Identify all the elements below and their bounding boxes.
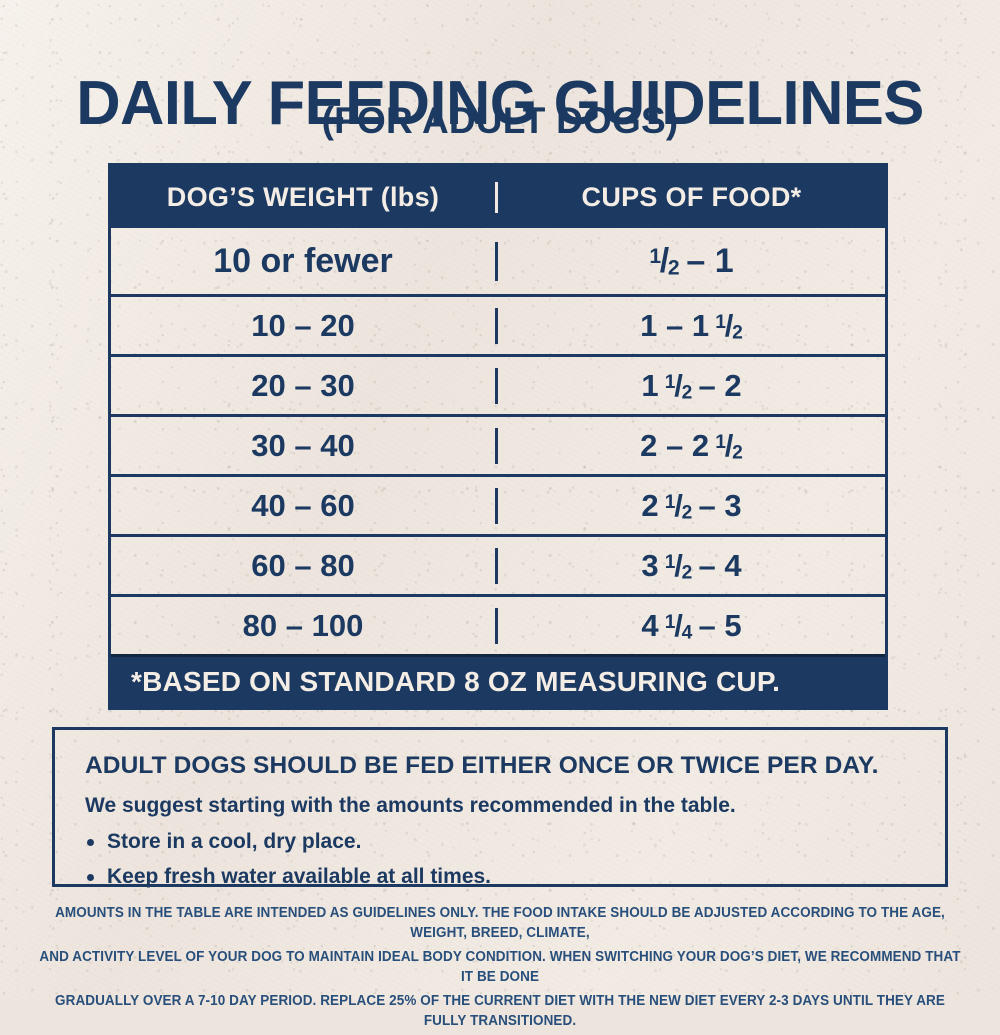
cell-cups-of-food: 4 1/4– 5 [641,607,742,643]
table-row: 80 – 100 4 1/4– 5 [111,594,885,654]
bullet-text: Store in a cool, dry place. [107,830,362,853]
cell-cups-of-food: 1/2– 1 [649,241,734,280]
bullet-dot-icon [87,874,94,881]
cell-dogs-weight: 80 – 100 [111,607,498,644]
table-row: 10 or fewer 1/2– 1 [111,228,885,294]
table-row: 20 – 30 1 1/2– 2 [111,354,885,414]
cell-dogs-weight: 30 – 40 [111,427,498,464]
fine-print-disclaimer: AMOUNTS IN THE TABLE ARE INTENDED AS GUI… [0,903,1000,1035]
page-subtitle: (FOR ADULT DOGS) [321,100,679,141]
cell-cups-of-food: 2 1/2– 3 [641,487,742,523]
bullet-dot-icon [87,839,94,846]
feeding-info-box: ADULT DOGS SHOULD BE FED EITHER ONCE OR … [52,727,948,889]
info-box-heading: ADULT DOGS SHOULD BE FED EITHER ONCE OR … [85,752,879,779]
cell-cups-of-food: 1 – 1 1/2 [640,307,743,343]
cell-dogs-weight: 60 – 80 [111,547,498,584]
table-row: 60 – 80 3 1/2– 4 [111,534,885,594]
column-header-dogs-weight: DOG’S WEIGHT (lbs) [111,181,498,213]
fine-print-line: AMOUNTS IN THE TABLE ARE INTENDED AS GUI… [55,905,945,941]
bullet-text: Keep fresh water available at all times. [107,865,492,888]
cell-dogs-weight: 10 – 20 [111,307,498,344]
table-body: 10 or fewer 1/2– 1 10 – 20 1 – 1 1/2 20 – 30 1… [111,228,885,654]
info-box-bullet-list: Store in a cool, dry place. Keep fresh wa… [85,830,945,889]
cell-dogs-weight: 10 or fewer [111,241,498,281]
table-row: 10 – 20 1 – 1 1/2 [111,294,885,354]
table-footnote-text: *BASED ON STANDARD 8 OZ MEASURING CUP. [131,666,781,697]
info-box-bullet-item: Store in a cool, dry place. [85,830,945,854]
column-header-cups-of-food: CUPS OF FOOD* [581,181,802,212]
table-row: 40 – 60 2 1/2– 3 [111,474,885,534]
cell-dogs-weight: 20 – 30 [111,367,498,404]
table-footnote-bar: *BASED ON STANDARD 8 OZ MEASURING CUP. [111,654,885,707]
cell-cups-of-food: 1 1/2– 2 [641,367,742,403]
info-box-bullet-item: Keep fresh water available at all times. [85,865,945,889]
table-header-row: DOG’S WEIGHT (lbs) CUPS OF FOOD* [111,166,885,228]
table-row: 30 – 40 2 – 2 1/2 [111,414,885,474]
cell-cups-of-food: 2 – 2 1/2 [640,427,743,463]
cell-cups-of-food: 3 1/2– 4 [641,547,742,583]
feeding-guidelines-table: DOG’S WEIGHT (lbs) CUPS OF FOOD* 10 or f… [108,163,888,710]
info-box-subheading: We suggest starting with the amounts rec… [85,794,736,817]
fine-print-line: GRADUALLY OVER A 7-10 DAY PERIOD. REPLAC… [55,993,945,1029]
cell-dogs-weight: 40 – 60 [111,487,498,524]
fine-print-line: AND ACTIVITY LEVEL OF YOUR DOG TO MAINTA… [39,949,961,985]
